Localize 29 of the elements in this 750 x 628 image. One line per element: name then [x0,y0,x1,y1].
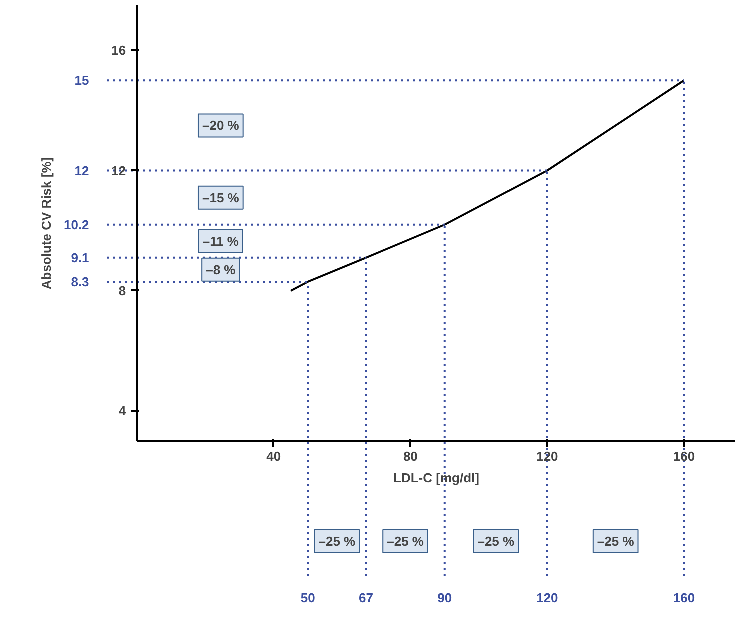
annotation: –15 % [202,190,240,206]
ref-line-label: 8.3 [71,274,90,290]
ref-line-label: 9.1 [71,250,90,266]
annotation: –8 % [206,262,236,278]
text: –25 % [478,534,516,549]
x-tick-label: 120 [536,449,558,464]
ref-line-label: 12 [74,163,90,178]
y-tick-label: 8 [118,283,126,298]
x-tick-label: 160 [673,449,696,464]
ref-line-label: 10.2 [64,217,90,232]
text: –25 % [597,534,635,549]
y-tick-label: 4 [118,404,127,419]
ref-line-label: 15 [74,73,90,88]
ref-line-label: 160 [673,590,696,606]
line-series [290,80,686,292]
ref-line-label: 50 [300,590,316,606]
x-tick-label: 80 [403,449,418,464]
y-tick-label: 12 [112,163,126,178]
y-axis-title: Absolute CV Risk [%] [39,157,54,290]
x-tick-label: 40 [266,449,282,464]
text: –25 % [318,534,356,549]
y-tick-label: 16 [112,43,126,58]
annotation: –11 % [202,234,240,249]
ref-line-label: 120 [536,590,558,606]
ref-line-label: 67 [358,590,374,606]
text: –25 % [387,534,424,549]
x-axis-title: LDL-C [mg/dl] [394,470,480,486]
annotation: –20 % [202,118,240,134]
ref-line-label: 90 [438,590,452,606]
